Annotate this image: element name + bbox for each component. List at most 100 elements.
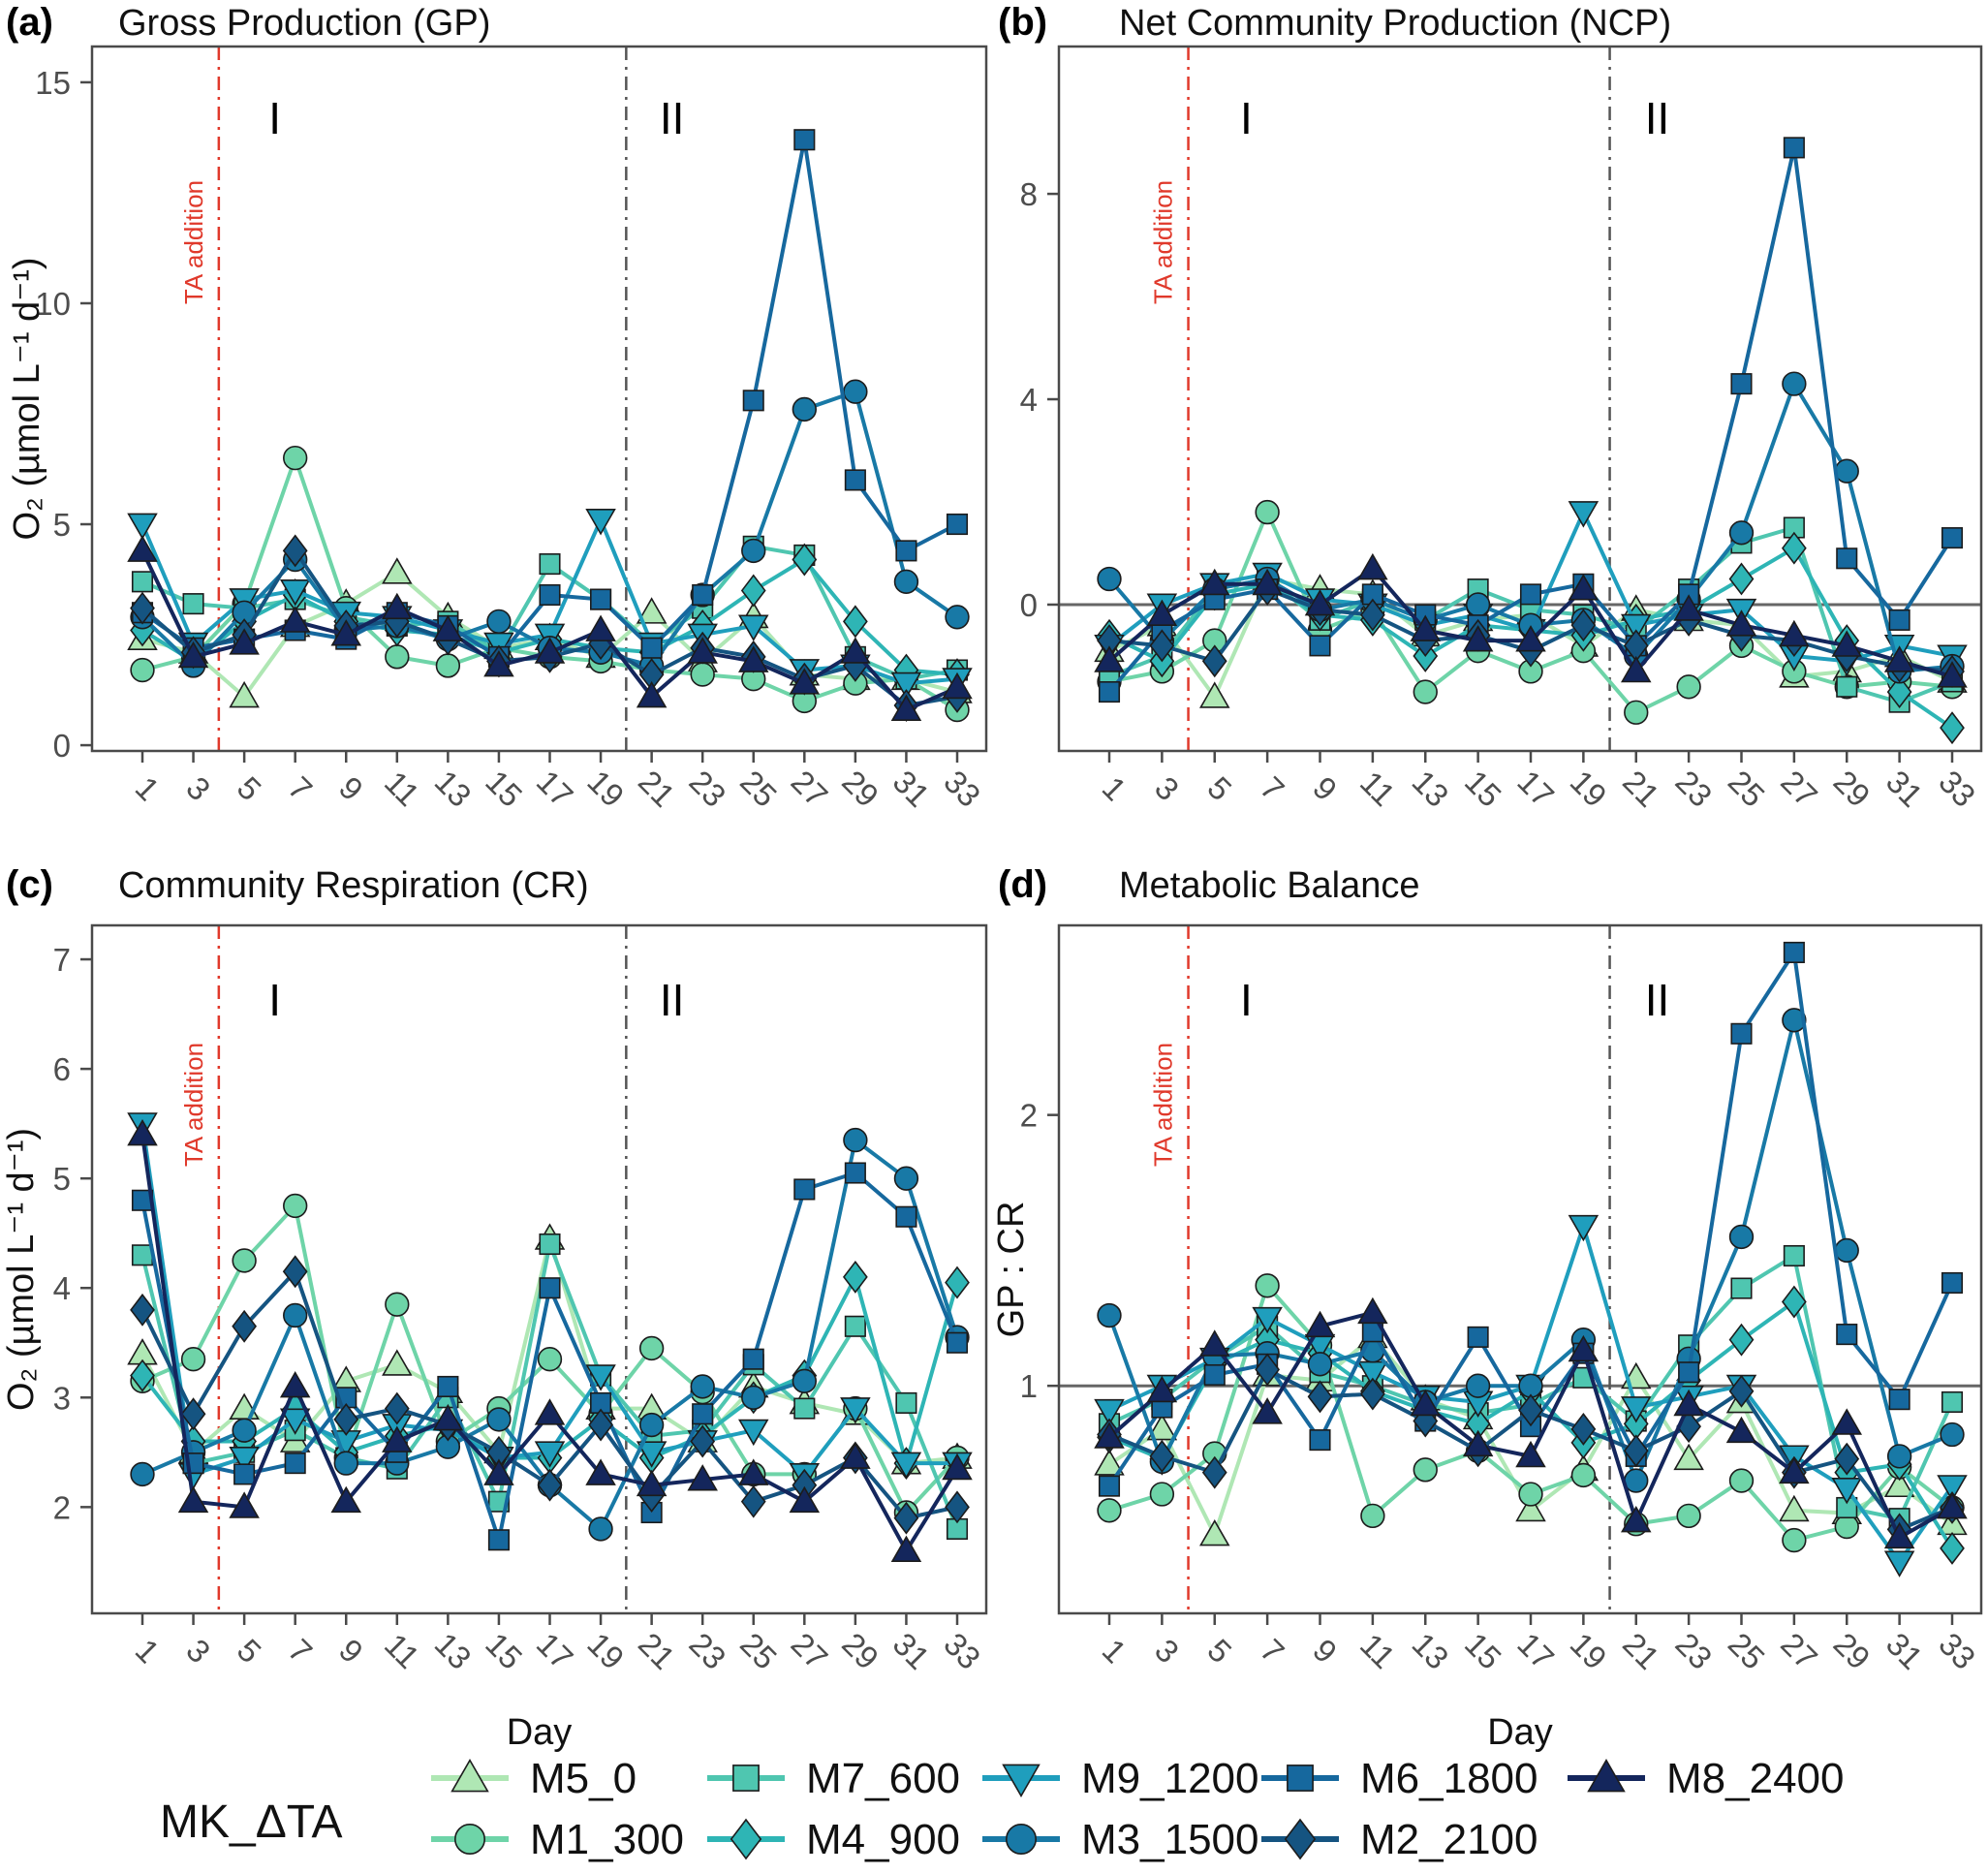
series-M2_2100-point [282, 534, 308, 568]
x-tick-label: 25 [1722, 1626, 1772, 1676]
series-M6_1800-point [1309, 635, 1331, 657]
y-tick-label: 0 [1020, 587, 1038, 623]
series-M1_300-point [1413, 1457, 1438, 1483]
series-M4_900-point [842, 605, 868, 639]
series-M4_900-point [842, 1260, 868, 1294]
series-M8_2400-point [1673, 594, 1704, 621]
legend-item-M5_0: M5_0 [431, 1755, 637, 1802]
series-M1_300-point [537, 1347, 563, 1372]
series-M6_1800-point [742, 1348, 764, 1370]
series-M1_300-point [385, 1292, 410, 1317]
series-M8_2400-point [177, 640, 209, 669]
series-M8_2400-point [1462, 1429, 1494, 1457]
series-M7_600-point [539, 1233, 561, 1256]
series-M9_1200-point [737, 614, 769, 641]
series-M6_1800-point [1783, 941, 1805, 964]
y-tick-label: 1 [1020, 1368, 1038, 1404]
legend-key-diamond-icon [1284, 1818, 1317, 1860]
series-M6_1800-point [590, 588, 612, 610]
series-M9_1200-point [1568, 1214, 1600, 1242]
series-M5_0-point [1146, 1413, 1178, 1441]
series-M2_2100-point [1359, 598, 1385, 632]
series-M6_1800-point [1888, 609, 1910, 631]
legend-item-M3_1500: M3_1500 [982, 1816, 1258, 1863]
series-M2_2100-point [180, 1397, 206, 1431]
series-M8_2400-point [432, 614, 464, 641]
series-M8_2400-point [1462, 625, 1494, 652]
ta-addition-label: TA addition [179, 180, 208, 304]
series-M3_1500-point [1728, 520, 1755, 546]
plot-border [90, 923, 988, 1615]
series-M6_1800-point [692, 583, 714, 607]
x-tick-label: 29 [1826, 764, 1877, 814]
series-M3_1500-point [486, 1407, 512, 1432]
series-M5_0-point [636, 597, 668, 624]
series-M6_1800-point [844, 469, 866, 491]
series-M8_2400-point [789, 668, 821, 695]
series-M2_2100-point [384, 1391, 410, 1425]
x-tick-label: 25 [1722, 764, 1772, 814]
series-M2_2100-point [282, 1255, 308, 1289]
series-M8_2400-point [636, 680, 668, 708]
x-tick-label: 19 [1564, 1626, 1614, 1676]
series-M7_600-point [895, 1391, 917, 1414]
series-M8_2400-point [1620, 655, 1652, 683]
series-M3_1500-point [333, 1451, 358, 1476]
series-M8_2400-point [1357, 552, 1388, 580]
series-M8_2400-point [1146, 599, 1178, 627]
x-tick-label: 27 [785, 764, 835, 814]
series-M8_2400-point [1673, 1389, 1704, 1417]
series-M6_1800-point [233, 1463, 256, 1485]
series-M8_2400-point [1725, 1416, 1757, 1444]
phase-label-I: I [1240, 93, 1253, 143]
legend-item-label: M1_300 [530, 1816, 684, 1863]
series-M8_2400-point [330, 1485, 362, 1514]
x-tick-label: 11 [378, 765, 426, 813]
series-M8_2400-point [737, 645, 769, 672]
legend-item-M6_1800: M6_1800 [1261, 1755, 1538, 1802]
legend-key-square-icon [1287, 1765, 1314, 1792]
x-tick-label: 5 [1200, 769, 1238, 807]
x-tick-label: 33 [937, 1626, 987, 1676]
x-tick-label: 19 [580, 1626, 631, 1676]
series-M1_300-point [130, 657, 155, 683]
series-M8_2400-point [1779, 619, 1810, 647]
series-M5_0-point [1198, 681, 1230, 708]
y-axis-title: O₂ (µmol L⁻¹ d⁻¹) [1, 1128, 42, 1411]
series-M4_900-point [1728, 562, 1755, 596]
series-M6_1800-point [742, 390, 764, 412]
legend-item-label: M6_1800 [1360, 1755, 1538, 1802]
series-M9_1200-point [229, 1447, 260, 1474]
panel-title: Gross Production (GP) [118, 3, 490, 44]
x-tick-label: 19 [1564, 764, 1614, 814]
x-tick-label: 25 [733, 764, 784, 814]
x-tick-label: 5 [1200, 1632, 1238, 1670]
legend-item-label: M3_1500 [1081, 1816, 1258, 1863]
series-M8_2400-point [737, 1458, 769, 1485]
x-tick-label: 27 [1774, 764, 1824, 814]
series-M7_600-point [131, 1244, 154, 1266]
x-tick-label: 27 [785, 1626, 835, 1676]
series-M8_2400-point [1410, 614, 1442, 641]
series-M8_2400-point [1515, 1440, 1546, 1468]
series-M8_2400-point [1198, 1329, 1230, 1357]
series-M3_1500-point [1465, 1373, 1491, 1398]
series-M4_900-point [130, 1359, 155, 1392]
plot-border [90, 45, 988, 753]
series-M2_2100-point [1834, 1442, 1860, 1476]
legend-item-M8_2400: M8_2400 [1568, 1755, 1844, 1802]
series-M2_2100-point [232, 1309, 258, 1343]
series-M6_1800-point [946, 513, 969, 536]
series-M3_1500-point [1097, 566, 1122, 592]
series-M6_1800-point [1467, 1326, 1489, 1348]
series-M2_2100-point [1201, 644, 1227, 678]
series-M6_1800-point [895, 1205, 917, 1228]
x-tick-label: 29 [835, 764, 885, 814]
series-M3_1500-point [1728, 1224, 1755, 1250]
series-M1_300-point [1834, 1514, 1859, 1540]
series-M6_1800-point [539, 1277, 561, 1299]
series-M3_1500-point [893, 1166, 919, 1191]
legend-key-triangle-up-icon [450, 1758, 489, 1793]
